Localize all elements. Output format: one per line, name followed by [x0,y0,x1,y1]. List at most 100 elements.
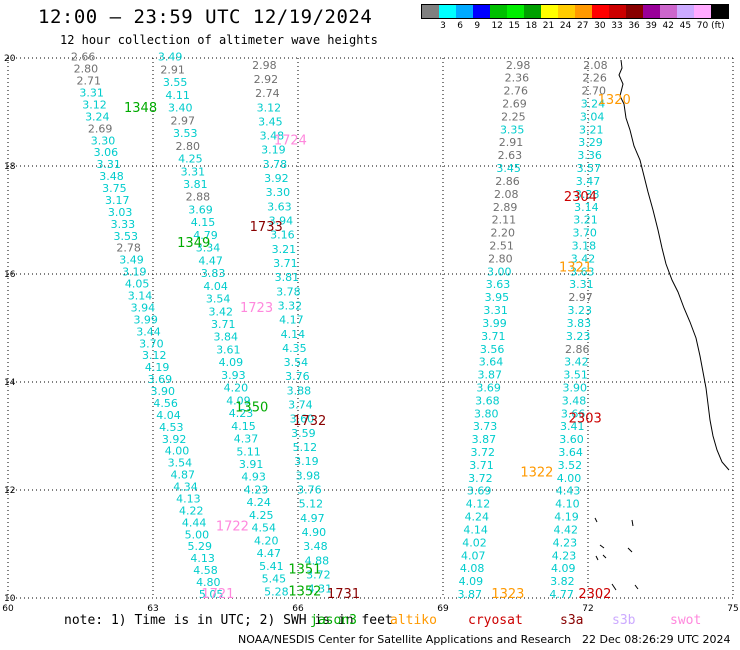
wave-height-values: 2.662.802.713.313.123.242.693.303.063.31… [71,51,608,601]
wave-height-value: 4.25 [249,509,274,522]
legend-swatch [643,5,660,18]
legend-swatch [422,5,439,18]
x-tick-label: 75 [727,604,738,614]
wave-height-value: 4.44 [182,516,207,529]
wave-height-value: 4.79 [193,229,218,242]
india-west-coastline [618,59,730,471]
wave-height-value: 3.83 [201,267,226,280]
wave-height-value: 4.54 [252,522,277,535]
wave-height-value: 5.28 [264,585,289,598]
wave-height-value: 4.34 [173,481,198,494]
wave-height-value: 3.14 [128,290,153,303]
pass-number-label: 1351 [288,563,321,578]
legend-tick: 24 [559,21,572,31]
wave-height-value: 3.99 [133,313,158,326]
wave-height-value: 4.05 [125,278,150,291]
legend-tick: 30 [594,21,606,31]
wave-height-value: 3.71 [469,459,494,472]
wave-height-value: 5.45 [262,573,287,586]
wave-height-value: 3.81 [183,178,208,191]
wave-height-value: 4.00 [557,472,582,485]
coastline [594,59,730,591]
wave-height-value: 2.88 [186,191,211,204]
pass-number-label: 2303 [569,412,602,427]
wave-height-value: 3.87 [458,588,483,601]
wave-height-value: 2.08 [494,188,518,201]
wave-height-value: 3.53 [114,230,138,243]
legend-tick: 45 [679,21,692,31]
wave-height-value: 3.72 [306,568,331,581]
wave-height-value: 2.26 [582,72,607,85]
wave-height-value: 4.88 [305,554,330,567]
y-tick-label: 14 [4,378,16,388]
legend-swatch [711,5,728,18]
wave-height-value: 3.63 [570,265,595,278]
wave-height-value: 3.14 [574,201,599,214]
legend-tick: 33 [611,21,623,31]
wave-height-value: 3.63 [267,200,292,213]
wave-height-value: 3.31 [96,158,121,171]
satellite-legend-item: cryosat [468,613,523,628]
wave-height-value: 3.90 [563,381,588,394]
wave-height-value: 3.68 [475,394,500,407]
footer-note: note: 1) Time is in UTC; 2) SWH is in fe… [64,613,393,628]
wave-height-value: 3.23 [566,330,591,343]
legend-tick: 3 [440,21,446,31]
wave-height-value: 3.92 [264,172,289,185]
wave-height-value: 2.74 [255,87,279,100]
wave-height-value: 4.42 [553,523,578,536]
wave-height-value: 3.52 [558,459,583,472]
satellite-legend-item: altiko [390,613,437,628]
wave-height-value: 3.34 [196,242,221,255]
chart-subtitle: 12 hour collection of altimeter wave hei… [60,33,378,47]
wave-height-value: 4.09 [459,575,484,588]
wave-height-color-legend [421,4,729,19]
wave-height-value: 3.69 [476,381,501,394]
wave-height-value: 4.43 [556,485,581,498]
wave-height-value: 4.09 [226,394,251,407]
wave-height-value: 2.86 [495,175,520,188]
legend-tick: 9 [474,21,481,31]
wave-height-value: 3.48 [260,130,285,143]
wave-height-value: 2.86 [565,343,590,356]
wave-height-value: 3.72 [468,472,493,485]
pass-number-label: 1721 [201,587,234,602]
satellite-legend-item: jason3 [310,613,357,628]
wave-height-value: 4.56 [153,397,178,410]
wave-height-value: 4.20 [224,382,249,395]
wave-height-value: 3.45 [496,162,521,175]
legend-swatch [677,5,694,18]
wave-height-value: 4.09 [219,356,244,369]
wave-height-value: 4.14 [281,328,306,341]
wave-height-value: 4.37 [234,433,258,446]
wave-height-value: 3.54 [206,293,231,306]
wave-height-value: 3.48 [562,394,587,407]
wave-height-value: 3.63 [486,278,511,291]
x-tick-label: 60 [2,604,14,614]
wave-height-value: 3.88 [287,384,312,397]
wave-height-value: 4.31 [308,583,333,596]
legend-swatch [575,5,592,18]
wave-height-value: 4.90 [302,526,327,539]
island-2 [631,519,634,527]
wave-height-value: 3.44 [136,325,161,338]
x-tick-label: 63 [147,604,158,614]
y-tick-label: 10 [4,594,16,604]
wave-height-value: 2.36 [505,72,530,85]
wave-height-value: 3.42 [208,305,233,318]
wave-height-value: 2.91 [160,63,185,76]
wave-height-value: 3.99 [482,317,507,330]
wave-height-value: 3.18 [572,240,597,253]
wave-height-value: 2.11 [492,214,517,227]
y-tick-label: 18 [4,162,16,172]
wave-height-value: 4.04 [203,280,228,293]
island-4 [595,554,607,561]
wave-height-value: 2.08 [583,59,608,72]
wave-height-value: 4.53 [159,421,184,434]
wave-height-value: 3.75 [102,182,127,195]
wave-height-value: 3.21 [573,214,598,227]
wave-height-value: 3.83 [567,317,592,330]
wave-height-value: 3.00 [487,265,512,278]
wave-height-value: 5.12 [293,441,318,454]
wave-height-value: 4.93 [241,471,266,484]
